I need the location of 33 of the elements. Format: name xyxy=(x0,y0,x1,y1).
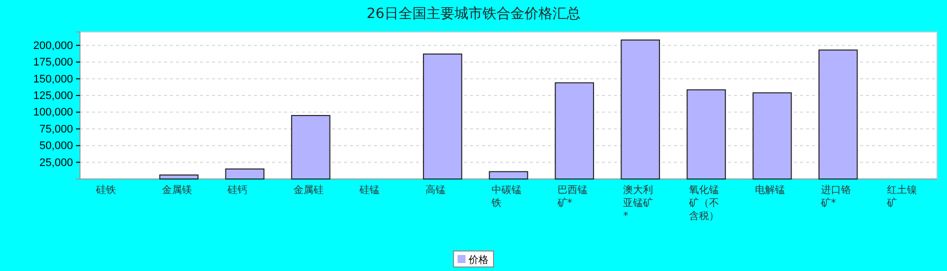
bar xyxy=(422,54,462,180)
bar xyxy=(818,50,858,180)
y-tick-label: 100,000 xyxy=(33,106,73,119)
y-tick-label: 50,000 xyxy=(39,140,73,152)
x-tick-label: 氧化锰矿（不含税） xyxy=(688,184,720,222)
legend-label: 价格 xyxy=(468,254,488,266)
y-tick-label: 125,000 xyxy=(33,90,73,102)
bar xyxy=(686,89,726,180)
bar xyxy=(159,174,198,180)
bar xyxy=(554,82,594,180)
x-tick-label: 进口铬矿* xyxy=(820,184,851,209)
x-tick-label: 电解锰 xyxy=(755,184,786,196)
bar xyxy=(291,115,330,180)
bar xyxy=(620,40,660,180)
bar xyxy=(225,168,264,180)
x-tick-label: 硅钙 xyxy=(226,184,248,196)
y-tick-label: 200,000 xyxy=(33,40,73,52)
bar xyxy=(488,171,528,180)
x-tick-label: 红土镍矿 xyxy=(886,184,917,209)
y-tick-label: 150,000 xyxy=(33,73,73,86)
y-tick-label: 25,000 xyxy=(39,156,73,169)
x-tick-label: 巴西锰矿* xyxy=(556,185,588,209)
x-tick-label: 硅锰 xyxy=(358,184,380,196)
chart-title: 26日全国主要城市铁合金价格汇总 xyxy=(366,6,580,22)
y-tick-label: 175,000 xyxy=(33,56,73,69)
x-tick-label: 金属硅 xyxy=(294,184,324,196)
x-tick-label: 金属镁 xyxy=(162,184,192,196)
x-tick-label: 硅铁 xyxy=(94,184,116,196)
x-tick-label: 高锰 xyxy=(425,184,446,196)
y-tick-label: 75,000 xyxy=(39,123,73,136)
x-tick-label: 澳大利亚锰矿* xyxy=(623,184,654,222)
x-tick-label: 中碳锰铁 xyxy=(490,184,522,209)
bar xyxy=(752,92,792,180)
